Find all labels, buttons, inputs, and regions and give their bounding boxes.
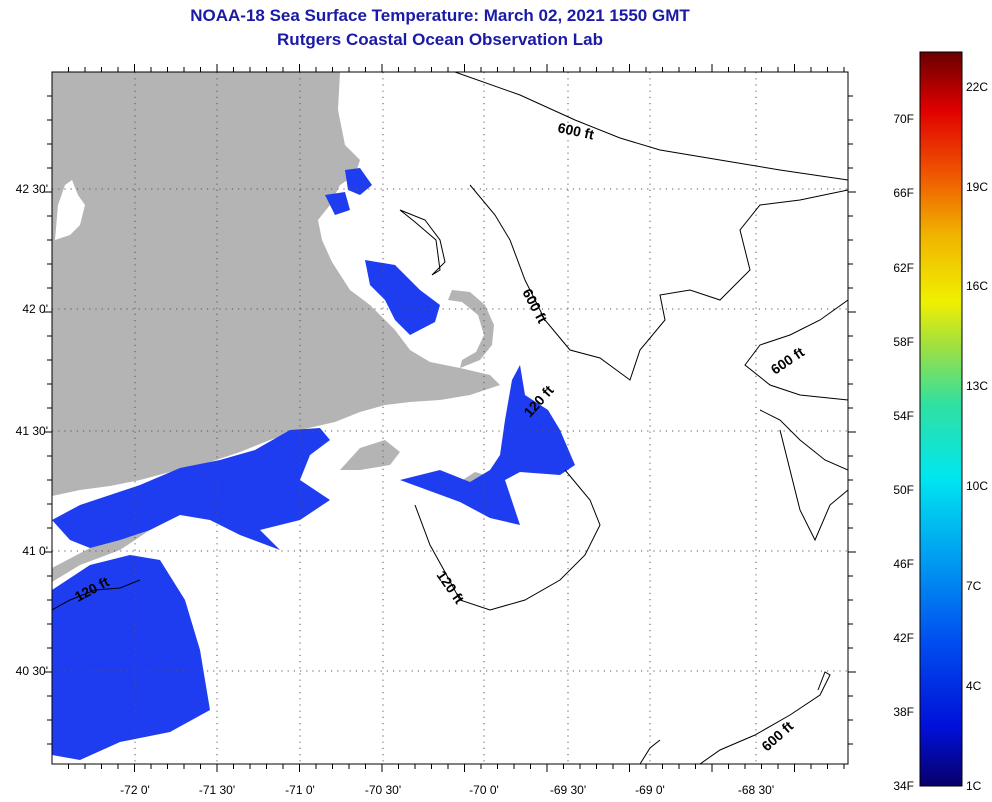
graticule	[52, 72, 848, 764]
colorbar-label-c: 4C	[966, 679, 982, 693]
lon-label: -69 30'	[550, 783, 586, 797]
colorbar-label-c: 1C	[966, 779, 982, 793]
colorbar-label-f: 38F	[893, 705, 914, 719]
map-subtitle: Rutgers Coastal Ocean Observation Lab	[277, 30, 603, 49]
colorbar-fahrenheit-labels: 70F 66F 62F 58F 54F 50F 46F 42F 38F 34F	[893, 112, 914, 793]
lat-label: 40 30'	[16, 664, 48, 678]
cape-cod	[448, 290, 494, 368]
lon-label: -71 30'	[199, 783, 235, 797]
colorbar-label-c: 10C	[966, 479, 988, 493]
inland-lake	[55, 180, 85, 240]
colorbar-label-f: 34F	[893, 779, 914, 793]
lat-label: 41 30'	[16, 424, 48, 438]
depth-contours	[52, 72, 848, 764]
lon-label: -71 0'	[285, 783, 315, 797]
island-marthas-vineyard	[340, 440, 400, 470]
colorbar-label-c: 16C	[966, 279, 988, 293]
land-mass	[52, 72, 500, 496]
lon-label: -70 30'	[365, 783, 401, 797]
latitude-labels: 42 30' 42 0' 41 30' 41 0' 40 30'	[16, 182, 48, 678]
colorbar-label-f: 46F	[893, 557, 914, 571]
lon-label: -72 0'	[120, 783, 150, 797]
contour-label-600ft-north: 600 ft	[556, 119, 595, 142]
lat-label: 41 0'	[22, 544, 48, 558]
sst-patches	[52, 168, 575, 760]
colorbar-label-f: 42F	[893, 631, 914, 645]
colorbar-label-c: 13C	[966, 379, 988, 393]
colorbar-label-c: 7C	[966, 579, 982, 593]
colorbar-label-f: 70F	[893, 112, 914, 126]
colorbar-label-c: 22C	[966, 80, 988, 94]
lat-label: 42 30'	[16, 182, 48, 196]
colorbar-label-f: 58F	[893, 335, 914, 349]
colorbar-label-f: 66F	[893, 186, 914, 200]
longitude-labels: -72 0' -71 30' -71 0' -70 30' -70 0' -69…	[120, 783, 774, 797]
map-title: NOAA-18 Sea Surface Temperature: March 0…	[190, 6, 690, 25]
lon-label: -70 0'	[469, 783, 499, 797]
colorbar	[919, 51, 963, 787]
colorbar-label-c: 19C	[966, 180, 988, 194]
colorbar-label-f: 54F	[893, 409, 914, 423]
colorbar-label-f: 50F	[893, 483, 914, 497]
map-frame	[51, 71, 849, 765]
colorbar-celsius-labels: 22C 19C 16C 13C 10C 7C 4C 1C	[966, 80, 988, 793]
lat-label: 42 0'	[22, 302, 48, 316]
island-long-island-tip	[52, 530, 150, 582]
lon-label: -68 30'	[738, 783, 774, 797]
frame-ticks	[44, 64, 856, 772]
colorbar-label-f: 62F	[893, 261, 914, 275]
lon-label: -69 0'	[635, 783, 665, 797]
